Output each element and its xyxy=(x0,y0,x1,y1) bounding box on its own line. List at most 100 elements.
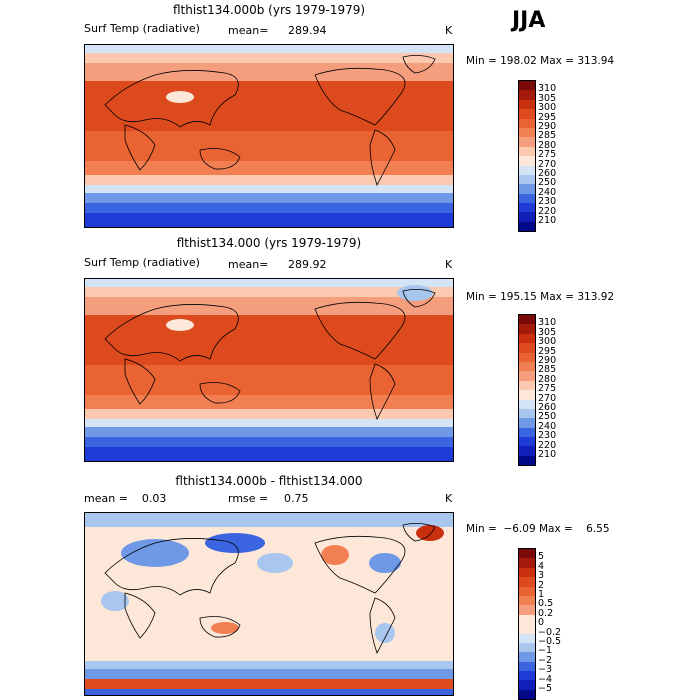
colorbar-tick-label: 290 xyxy=(538,355,557,366)
panel-1-colorbar: 310 305 300 295 290 285 280 275 270 260 250 240 230 2… xyxy=(518,80,556,233)
colorbar-tick-label: 220 xyxy=(538,439,557,451)
panel-2-title: flthist134.000 (yrs 1979-1979) xyxy=(176,236,362,250)
panel-3-rmse-value: 0.75 xyxy=(284,492,309,505)
colorbar-tick-label: 4 xyxy=(538,560,545,572)
colorbar-swatch xyxy=(519,203,535,213)
colorbar-swatch xyxy=(519,99,535,110)
colorbar-tick-label: 250 xyxy=(538,411,557,423)
colorbar-tick-label: 210 xyxy=(538,449,557,460)
panel-1-unit: K xyxy=(445,24,453,37)
panel-1-colorbar-box xyxy=(518,80,536,233)
colorbar-tick-label: 1 xyxy=(538,589,545,600)
colorbar-tick-label: 220 xyxy=(538,205,557,217)
panel-2-map xyxy=(84,278,454,462)
colorbar-tick-label: −3 xyxy=(538,664,553,676)
colorbar-tick-label: 250 xyxy=(538,177,557,189)
colorbar-swatch xyxy=(519,399,535,409)
colorbar-swatch xyxy=(519,455,535,466)
colorbar-swatch xyxy=(519,352,535,362)
colorbar-tick-label: 280 xyxy=(538,373,557,385)
colorbar-tick-label: 305 xyxy=(538,92,557,104)
colorbar-swatch xyxy=(519,671,535,681)
colorbar-swatch xyxy=(519,652,535,662)
colorbar-swatch xyxy=(519,418,535,428)
panel-2-colorbar: 310 305 300 295 290 285 280 275 270 260 250 240 230 2… xyxy=(518,314,556,467)
colorbar-swatch xyxy=(519,221,535,232)
panel-1-mean-value: 289.94 xyxy=(288,24,327,37)
panel-1-mean-label: mean= xyxy=(228,24,269,37)
panel-3-unit: K xyxy=(445,492,453,505)
colorbar-tick-label: 295 xyxy=(538,345,557,357)
colorbar-swatch xyxy=(519,577,535,587)
colorbar-swatch xyxy=(519,586,535,596)
panel-1-variable-label: Surf Temp (radiative) xyxy=(84,22,200,35)
colorbar-swatch xyxy=(519,633,535,643)
colorbar-tick-label: −2 xyxy=(538,654,553,666)
colorbar-swatch xyxy=(519,174,535,185)
colorbar-swatch xyxy=(519,380,535,391)
colorbar-swatch xyxy=(519,427,535,438)
colorbar-tick-label: 0.5 xyxy=(538,598,554,610)
panel-1-minmax: Min = 198.02 Max = 313.94 xyxy=(466,55,615,67)
colorbar-tick-label: 275 xyxy=(538,149,557,161)
panel-3-mean-text: mean = 0.03 xyxy=(84,492,167,505)
colorbar-swatch xyxy=(519,371,535,381)
colorbar-tick-label: 210 xyxy=(538,215,557,226)
colorbar-swatch xyxy=(519,333,535,344)
colorbar-swatch xyxy=(519,315,535,325)
colorbar-swatch xyxy=(519,680,535,690)
colorbar-swatch xyxy=(519,109,535,119)
colorbar-swatch xyxy=(519,567,535,578)
panel-2-colorbar-box xyxy=(518,314,536,467)
colorbar-tick-label: 230 xyxy=(538,430,557,442)
colorbar-swatch xyxy=(519,437,535,447)
colorbar-tick-label: 5 xyxy=(538,551,545,563)
colorbar-tick-label: 285 xyxy=(538,364,557,376)
colorbar-tick-label: −4 xyxy=(538,673,553,685)
colorbar-swatch xyxy=(519,408,535,419)
colorbar-swatch xyxy=(519,146,535,157)
panel-2-variable-label: Surf Temp (radiative) xyxy=(84,256,200,269)
colorbar-tick-label: 300 xyxy=(538,102,557,114)
colorbar-swatch xyxy=(519,90,535,100)
colorbar-swatch xyxy=(519,361,535,372)
panel-3-map xyxy=(84,512,454,696)
colorbar-swatch xyxy=(519,642,535,653)
colorbar-tick-label: 240 xyxy=(538,420,557,432)
colorbar-tick-label: 280 xyxy=(538,139,557,151)
colorbar-tick-label: 270 xyxy=(538,158,557,170)
colorbar-swatch xyxy=(519,390,535,400)
colorbar-tick-label: 305 xyxy=(538,326,557,338)
colorbar-tick-label: 290 xyxy=(538,121,557,132)
colorbar-swatch xyxy=(519,118,535,128)
colorbar-tick-label: 0.2 xyxy=(538,607,554,619)
colorbar-swatch xyxy=(519,184,535,194)
panel-3-minmax: Min = −6.09 Max = 6.55 xyxy=(466,523,610,535)
panel-3-rmse-label: rmse = xyxy=(228,492,269,505)
colorbar-swatch xyxy=(519,558,535,568)
colorbar-tick-label: 285 xyxy=(538,130,557,142)
colorbar-tick-label: 270 xyxy=(538,392,557,404)
panel-3-colorbar-box xyxy=(518,548,536,700)
colorbar-tick-label: 230 xyxy=(538,196,557,208)
panel-1-title: flthist134.000b (yrs 1979-1979) xyxy=(172,3,366,17)
panel-2-unit: K xyxy=(445,258,453,271)
colorbar-tick-label: 0 xyxy=(538,617,545,629)
colorbar-tick-label: −5 xyxy=(538,683,553,694)
colorbar-swatch xyxy=(519,193,535,204)
colorbar-swatch xyxy=(519,446,535,456)
colorbar-tick-label: −0.5 xyxy=(538,636,562,647)
colorbar-tick-label: 3 xyxy=(538,570,545,582)
panel-3-colorbar: 5 4 3 2 1 0.5 0.2 0 −0.2 −0.5 −1 −2 −3 −4 −5 xyxy=(518,548,561,700)
panel-1-map xyxy=(84,44,454,228)
colorbar-swatch xyxy=(519,661,535,672)
colorbar-swatch xyxy=(519,137,535,147)
colorbar-swatch xyxy=(519,689,535,700)
colorbar-tick-label: 260 xyxy=(538,168,557,179)
panel-2-mean-value: 289.92 xyxy=(288,258,327,271)
colorbar-tick-label: −1 xyxy=(538,645,553,657)
colorbar-tick-label: 300 xyxy=(538,336,557,348)
colorbar-swatch xyxy=(519,81,535,91)
colorbar-tick-label: 240 xyxy=(538,186,557,198)
colorbar-swatch xyxy=(519,549,535,559)
